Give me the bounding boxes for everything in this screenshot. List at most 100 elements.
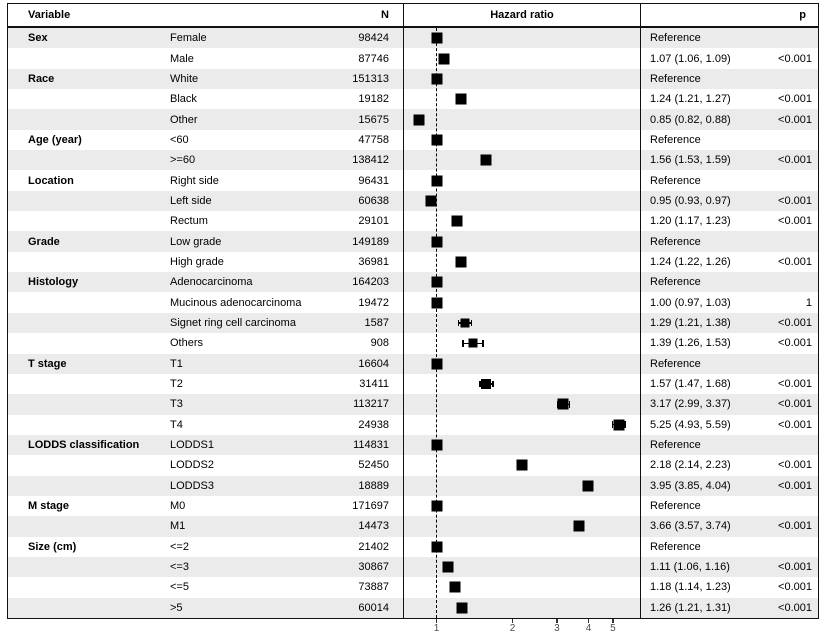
p-value: <0.001 [778, 459, 812, 472]
row-n-value: 24938 [358, 418, 389, 431]
ci-cap-right [568, 401, 571, 408]
table-row: <=3 30867 1.11 (1.06, 1.16) <0.001 [8, 556, 818, 578]
row-group-label [8, 577, 170, 597]
hr-ci-text: 0.85 (0.82, 0.88) [650, 113, 731, 126]
row-n-value: 1587 [364, 316, 389, 329]
hr-estimate-marker [442, 561, 454, 573]
p-value [770, 354, 820, 374]
table-row: Grade Low grade 149189 Reference [8, 231, 818, 252]
table-row: Black 19182 1.24 (1.21, 1.27) <0.001 [8, 89, 818, 110]
row-level-label: Male [170, 52, 194, 65]
row-level-label: Rectum [170, 215, 208, 228]
table-row: Mucinous adenocarcinoma 19472 1.00 (0.97… [8, 292, 818, 313]
ci-cap-right [492, 380, 494, 388]
row-n-value: 29101 [358, 215, 389, 228]
row-n-value: 98424 [358, 32, 389, 45]
hr-estimate-marker [481, 379, 492, 390]
row-n-value: 15675 [358, 113, 389, 126]
row-group-label [8, 455, 170, 475]
row-group-label [8, 313, 170, 333]
row-plot-cell [403, 190, 641, 212]
row-level-label: Right side [170, 174, 219, 187]
table-row: T4 24938 5.25 (4.93, 5.59) <0.001 [8, 414, 818, 435]
table-row: M1 14473 3.66 (3.57, 3.74) <0.001 [8, 516, 818, 537]
tick-mark [612, 619, 614, 623]
row-group-label [8, 557, 170, 577]
hr-estimate-marker [460, 318, 470, 328]
row-level-label: Black [170, 93, 197, 106]
row-n-value: 36981 [358, 255, 389, 268]
p-value: <0.001 [778, 378, 812, 391]
row-group-label: Grade [28, 235, 60, 248]
row-group-label [8, 516, 170, 536]
hr-ci-text: 1.20 (1.17, 1.23) [650, 215, 731, 228]
p-value: <0.001 [778, 398, 812, 411]
hr-estimate-marker [431, 276, 443, 288]
row-level-label: High grade [170, 255, 224, 268]
row-group-label [8, 476, 170, 496]
row-group-label [8, 598, 170, 618]
table-row: M stage M0 171697 Reference [8, 495, 818, 517]
row-plot-cell [403, 333, 641, 354]
p-value: <0.001 [778, 93, 812, 106]
hr-estimate-marker [413, 114, 425, 126]
row-level-label: T1 [170, 357, 183, 370]
hr-estimate-marker [557, 398, 569, 410]
hr-estimate-marker [455, 93, 467, 105]
ci-cap-left [611, 421, 614, 428]
table-row: <=5 73887 1.18 (1.14, 1.23) <0.001 [8, 577, 818, 598]
hr-ci-text: 1.18 (1.14, 1.23) [650, 581, 731, 594]
p-value [770, 130, 820, 150]
tick-label: 1 [433, 623, 440, 634]
row-level-label: <=3 [170, 561, 189, 574]
row-n-value: 114831 [353, 439, 389, 452]
hr-estimate-marker [431, 297, 443, 309]
row-plot-cell [403, 292, 641, 313]
row-plot-cell [403, 231, 641, 252]
row-group-label: Race [28, 72, 55, 85]
hr-ci-text: Reference [650, 540, 701, 553]
hr-estimate-marker [431, 236, 443, 248]
row-plot-cell [403, 312, 641, 334]
row-level-label: LODDS2 [170, 459, 215, 472]
row-level-label: Mucinous adenocarcinoma [170, 296, 302, 309]
hr-estimate-marker [468, 338, 478, 348]
row-n-value: 19182 [358, 93, 389, 106]
table-header-row: Variable N Hazard ratio p [8, 4, 818, 28]
p-value [770, 272, 820, 292]
table-row: T stage T1 16604 Reference [8, 353, 820, 374]
row-n-value: 149189 [352, 235, 389, 248]
row-level-label: T4 [170, 418, 183, 431]
p-value: <0.001 [778, 52, 812, 65]
header-p: p [799, 9, 806, 21]
hr-estimate-marker [455, 256, 467, 268]
hr-ci-text: 2.18 (2.14, 2.23) [650, 459, 731, 472]
row-group-label: LODDS classification [28, 439, 140, 452]
p-value: <0.001 [778, 561, 812, 574]
row-plot-cell [403, 556, 641, 578]
table-row: LODDS2 52450 2.18 (2.14, 2.23) <0.001 [8, 455, 818, 476]
table-row: T2 31411 1.57 (1.47, 1.68) <0.001 [8, 373, 818, 395]
hr-estimate-marker [451, 215, 463, 227]
p-value: <0.001 [778, 479, 812, 492]
p-value: <0.001 [778, 520, 812, 533]
hr-ci-text: 1.24 (1.21, 1.27) [650, 93, 731, 106]
hr-estimate-marker [431, 541, 443, 553]
table-row: Sex Female 98424 Reference [8, 28, 818, 49]
hr-estimate-marker [431, 134, 443, 146]
hr-estimate-marker [613, 419, 625, 431]
hr-estimate-marker [431, 439, 443, 451]
p-value: 1 [805, 296, 812, 309]
row-plot-cell [403, 28, 641, 49]
row-group-label [8, 109, 170, 129]
p-value [770, 69, 820, 89]
table-row: Size (cm) <=2 21402 Reference [8, 536, 818, 557]
row-n-value: 113217 [353, 398, 389, 411]
row-n-value: 87746 [358, 52, 389, 65]
row-group-label [8, 394, 170, 414]
hr-ci-text: 1.00 (0.97, 1.03) [650, 296, 731, 309]
row-level-label: >5 [170, 601, 183, 614]
hr-ci-text: Reference [650, 235, 701, 248]
row-plot-cell [403, 414, 641, 435]
row-n-value: 151313 [352, 72, 389, 85]
